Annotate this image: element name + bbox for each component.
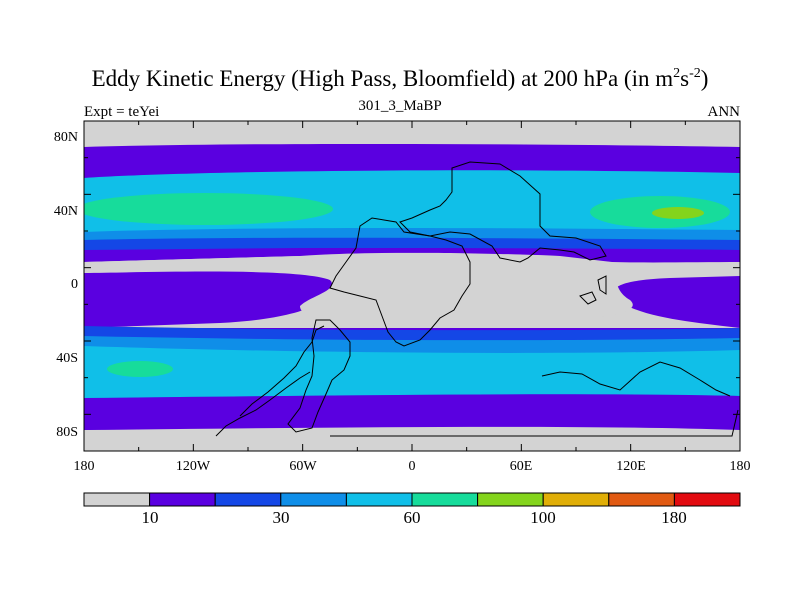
colorbar-box bbox=[83, 492, 151, 507]
colorbar-label: 100 bbox=[530, 508, 556, 527]
colorbar-label: 30 bbox=[272, 508, 290, 527]
field-grey-tropics bbox=[300, 255, 633, 327]
colorbar-box bbox=[149, 492, 216, 507]
colorbar-box bbox=[542, 492, 610, 507]
field-level-1-south bbox=[84, 394, 740, 430]
colorbar-label: 60 bbox=[403, 508, 421, 527]
y-tick-label: 40N bbox=[53, 204, 78, 219]
colorbar-label: 180 bbox=[661, 508, 687, 527]
season-label: ANN bbox=[707, 104, 741, 120]
coast-africa bbox=[329, 217, 471, 347]
coast-eurasia bbox=[399, 161, 607, 263]
x-tick-label: 60W bbox=[289, 459, 317, 474]
plot-title: Eddy Kinetic Energy (High Pass, Bloomfie… bbox=[91, 66, 709, 91]
coast-australia bbox=[541, 361, 731, 397]
x-tick-label: 0 bbox=[408, 459, 416, 474]
field-level-6-core bbox=[652, 207, 704, 219]
coastlines bbox=[215, 161, 739, 437]
coast-americas bbox=[287, 319, 351, 433]
colorbar-label: 10 bbox=[141, 508, 159, 527]
y-tick-label: 0 bbox=[71, 277, 78, 292]
contour-field bbox=[84, 121, 740, 451]
plot-subtitle: 301_3_MaBP bbox=[358, 98, 442, 114]
colorbar-box bbox=[477, 492, 544, 507]
y-tick-label: 80N bbox=[53, 130, 78, 145]
x-tick-label: 180 bbox=[73, 459, 95, 474]
colorbar-box bbox=[608, 492, 675, 507]
x-tick-label: 120E bbox=[616, 459, 646, 474]
y-tick-label: 80S bbox=[56, 425, 78, 440]
experiment-label: Expt = teYei bbox=[84, 104, 160, 120]
field-level-4-south bbox=[84, 346, 740, 398]
x-tick-label: 180 bbox=[729, 459, 751, 474]
field-grey-tropics-left bbox=[84, 256, 300, 270]
colorbar bbox=[83, 492, 741, 507]
field-level-2-north bbox=[84, 237, 740, 250]
field-level-5-west bbox=[84, 193, 333, 225]
field-level-5-south bbox=[107, 361, 173, 377]
colorbar-box bbox=[345, 492, 413, 507]
coast-south-america-east bbox=[215, 371, 311, 437]
colorbar-box bbox=[280, 492, 347, 507]
x-tick-label: 60E bbox=[509, 459, 533, 474]
colorbar-box bbox=[214, 492, 282, 507]
axis-ticks bbox=[83, 120, 741, 452]
coast-asia-islands bbox=[579, 275, 607, 305]
colorbar-box bbox=[673, 492, 741, 507]
y-tick-label: 40S bbox=[56, 351, 78, 366]
colorbar-box bbox=[411, 492, 479, 507]
coast-south-america-west bbox=[239, 325, 325, 417]
x-tick-label: 120W bbox=[175, 459, 211, 474]
coast-southern-ocean bbox=[330, 409, 739, 437]
